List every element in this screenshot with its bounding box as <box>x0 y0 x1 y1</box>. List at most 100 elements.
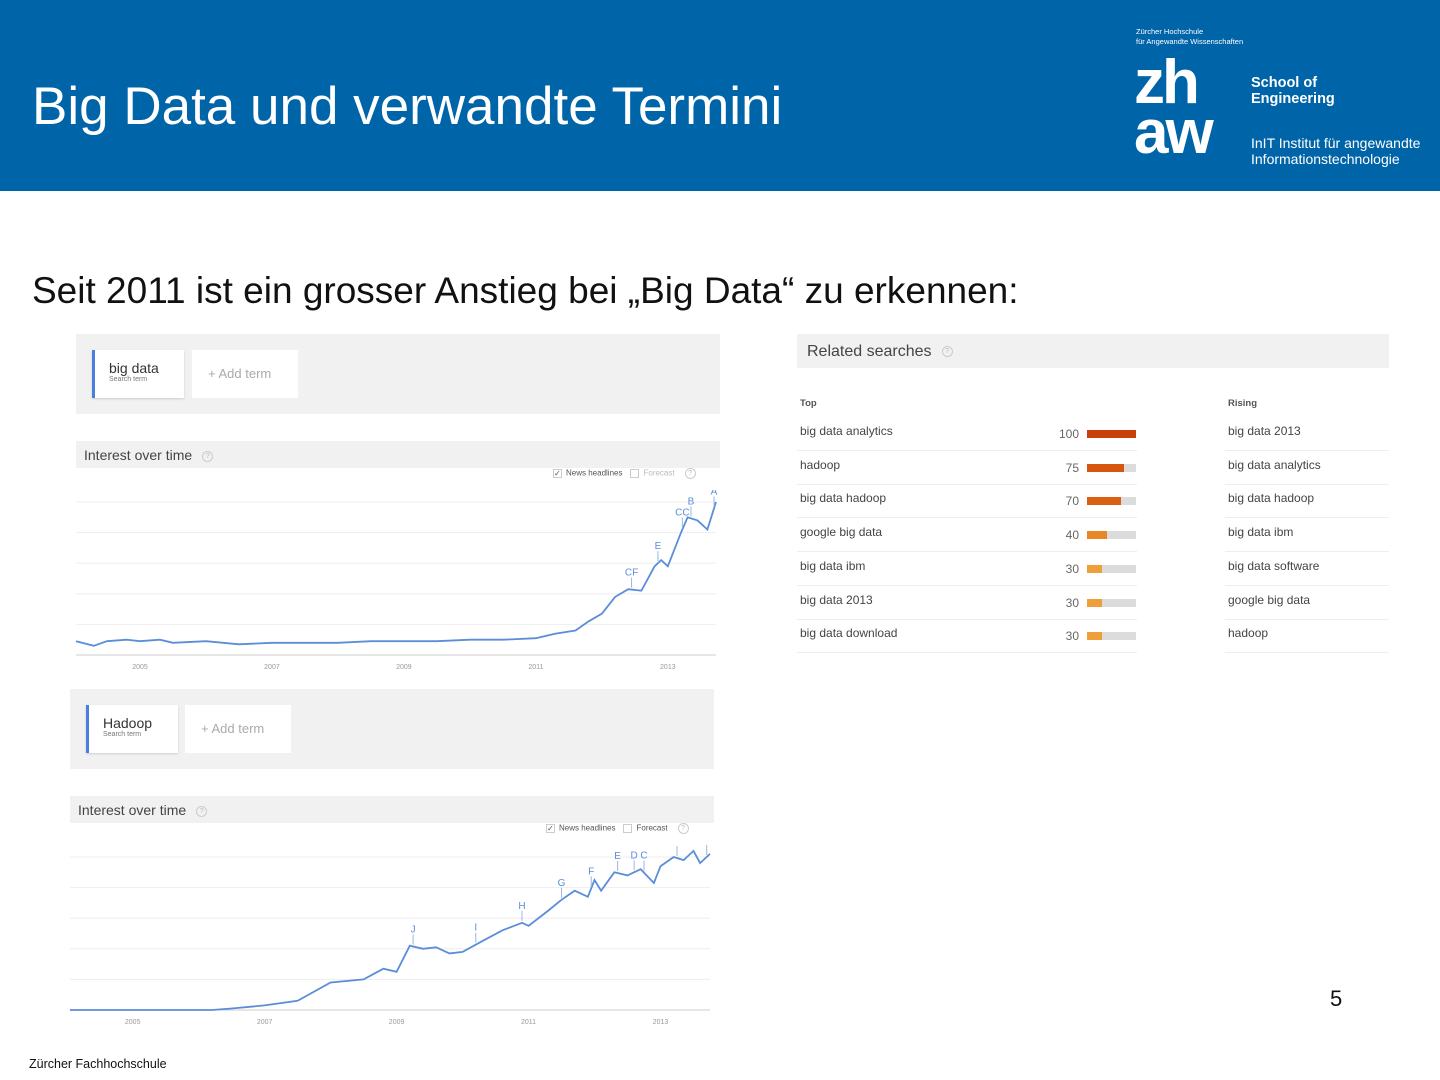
search-term: big data analytics <box>1228 457 1321 472</box>
rising-search-row[interactable]: big data software <box>1225 552 1389 586</box>
news-annotation[interactable]: CC <box>675 508 689 519</box>
term-label: big data <box>109 360 159 376</box>
forecast-checkbox[interactable] <box>623 824 633 833</box>
footer-text: Zürcher Fachhochschule <box>29 1057 167 1071</box>
news-annotation[interactable]: D <box>631 850 638 861</box>
zhaw-logo: zh aw <box>1134 48 1214 167</box>
x-tick-label: 2007 <box>264 664 280 671</box>
search-value: 75 <box>1065 460 1079 475</box>
search-term-chip[interactable]: big data Search term <box>92 350 184 398</box>
institute-line: InIT Institut für angewandte <box>1251 135 1421 151</box>
top-search-row[interactable]: big data download 30 <box>797 619 1137 654</box>
x-tick-label: 2005 <box>125 1019 141 1026</box>
help-icon[interactable]: ? <box>202 450 214 462</box>
value-bar <box>1087 564 1136 573</box>
related-title: Related searches <box>807 343 932 360</box>
news-annotation[interactable]: CF <box>625 568 638 579</box>
add-term-button[interactable]: + Add term <box>192 350 298 398</box>
help-icon[interactable]: ? <box>941 346 953 358</box>
section-title: Interest over time <box>78 802 187 818</box>
news-annotation[interactable]: E <box>614 851 621 862</box>
top-search-row[interactable]: big data analytics 100 <box>797 417 1137 451</box>
interest-over-time-header: Interest over time? <box>70 796 714 823</box>
add-term-button[interactable]: + Add term <box>185 705 291 753</box>
forecast-label: Forecast <box>643 468 675 478</box>
help-icon[interactable]: ? <box>677 823 689 834</box>
rising-search-row[interactable]: big data analytics <box>1225 451 1389 485</box>
value-bar <box>1087 632 1136 641</box>
top-search-row[interactable]: big data 2013 30 <box>797 586 1137 620</box>
institution-line: für Angewandte Wissenschaften <box>1136 36 1244 46</box>
search-term: big data download <box>800 626 898 641</box>
value-bar-fill <box>1087 564 1102 573</box>
search-term: hadoop <box>1228 626 1269 641</box>
value-bar-fill <box>1087 531 1107 540</box>
value-bar <box>1087 531 1136 540</box>
related-searches-header: Related searches? <box>797 334 1389 368</box>
news-checkbox[interactable]: ✓ <box>546 824 555 833</box>
forecast-label: Forecast <box>636 823 668 833</box>
help-icon[interactable]: ? <box>684 468 696 479</box>
school-line: School of <box>1251 75 1318 91</box>
search-term: google big data <box>800 525 883 540</box>
news-checkbox[interactable]: ✓ <box>553 469 562 478</box>
header-banner: Big Data und verwandte Termini Zürcher H… <box>0 0 1440 191</box>
value-bar-fill <box>1087 463 1124 472</box>
lead-text: Seit 2011 ist ein grosser Anstieg bei „B… <box>32 270 1019 311</box>
value-bar <box>1087 598 1136 607</box>
institute-line: Informationstechnologie <box>1251 150 1400 167</box>
rising-search-row[interactable]: hadoop <box>1225 619 1389 654</box>
search-value: 100 <box>1058 427 1079 441</box>
interest-chart-big-data: 2005 2007 2009 2011 2013 CF E CCB A <box>75 490 718 671</box>
interest-chart-hadoop: 2005 2007 2009 2011 2013 J I H G F EDC B A <box>69 845 711 1026</box>
chart-options: ✓ News headlines Forecast? <box>538 823 689 834</box>
school-line: Engineering <box>1251 91 1335 107</box>
news-annotation[interactable]: I <box>474 923 477 934</box>
rising-search-row[interactable]: big data hadoop <box>1225 484 1389 519</box>
news-annotation[interactable]: F <box>588 866 594 877</box>
top-search-row[interactable]: hadoop 75 <box>797 451 1137 485</box>
news-annotation[interactable]: A <box>703 845 710 846</box>
top-search-row[interactable]: google big data 40 <box>797 518 1137 553</box>
term-sub: Search term <box>109 376 148 383</box>
news-annotation[interactable]: B <box>674 845 681 847</box>
page-number: 5 <box>1330 986 1343 1011</box>
news-annotation[interactable]: G <box>558 878 566 889</box>
help-icon[interactable]: ? <box>196 805 208 817</box>
forecast-checkbox[interactable] <box>630 469 640 478</box>
search-term-chip[interactable]: Hadoop Search term <box>86 705 178 753</box>
search-value: 70 <box>1065 494 1079 509</box>
search-term: big data 2013 <box>1228 424 1301 438</box>
news-annotation[interactable]: J <box>411 925 416 936</box>
rising-column-header: Rising <box>1228 398 1258 409</box>
slide-title: Big Data und verwandte Termini <box>32 77 783 136</box>
institution-name: Zürcher Hochschule für Angewandte Wissens… <box>1136 27 1243 46</box>
institution-line: Zürcher Hochschule <box>1136 27 1204 36</box>
search-term: big data hadoop <box>1228 491 1315 506</box>
rising-search-row[interactable]: big data ibm <box>1225 518 1389 553</box>
news-annotation[interactable]: H <box>518 901 525 912</box>
value-bar-fill <box>1087 430 1136 438</box>
x-tick-label: 2013 <box>653 1019 669 1026</box>
rising-search-row[interactable]: big data 2013 <box>1225 417 1389 451</box>
value-bar <box>1087 430 1136 438</box>
news-annotation[interactable]: A <box>711 490 718 497</box>
search-term: google big data <box>1228 592 1311 607</box>
value-bar-fill <box>1087 598 1102 607</box>
value-bar <box>1087 497 1136 506</box>
top-search-row[interactable]: big data hadoop 70 <box>797 484 1137 519</box>
term-sub: Search term <box>103 731 142 738</box>
value-bar <box>1087 463 1136 472</box>
search-term: big data ibm <box>1228 525 1294 540</box>
news-annotation[interactable]: C <box>640 851 647 862</box>
top-search-row[interactable]: big data ibm 30 <box>797 552 1137 586</box>
news-label: News headlines <box>566 468 623 478</box>
value-bar-fill <box>1087 632 1102 641</box>
chart-options: ✓ News headlines Forecast? <box>545 468 696 479</box>
rising-search-row[interactable]: google big data <box>1225 586 1389 620</box>
interest-over-time-header: Interest over time? <box>76 441 720 468</box>
news-label: News headlines <box>559 823 616 833</box>
institute-name: InIT Institut für angewandte Informations… <box>1251 135 1421 167</box>
news-annotation[interactable]: E <box>655 541 662 552</box>
news-annotation[interactable]: B <box>688 496 695 507</box>
